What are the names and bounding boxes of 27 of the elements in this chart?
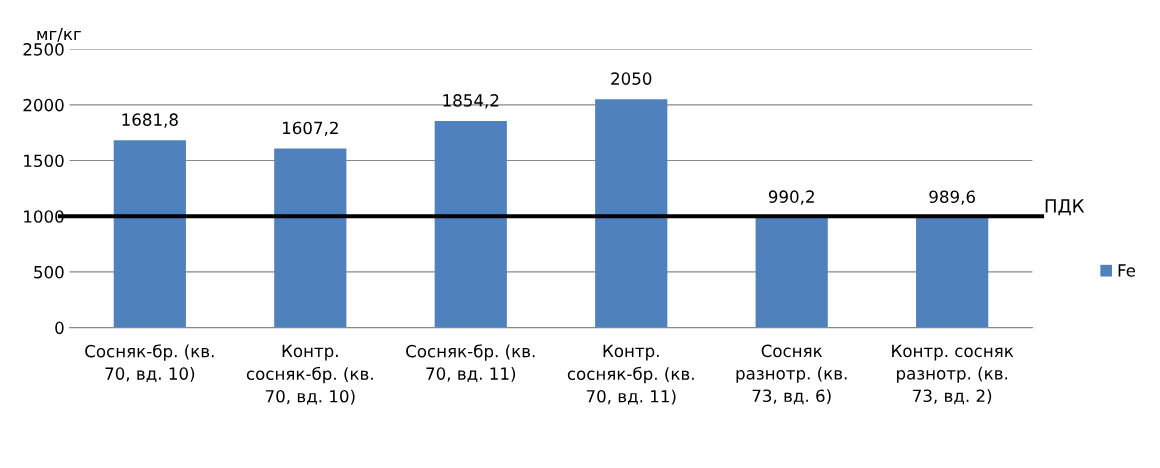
y-tick-label: 2000 [23,98,64,112]
text: 2050 [611,72,652,85]
x-tick-label: Контр. сосняк-бр. (кв. 70, вд. 10) [246,344,373,405]
bar [755,217,828,328]
x-tick-label: Контр. сосняк-бр. (кв. 70, вд. 11) [567,344,694,405]
y-tick-label: 1000 [24,210,64,223]
bar [113,140,186,328]
bar [434,121,507,328]
bar [274,148,347,328]
y-tick-label: 1500 [24,154,64,168]
y-tick-label: 0 [55,321,64,335]
text: 990,2 [768,190,814,205]
text: 989,6 [929,190,975,205]
text: 1681,8 [122,113,178,128]
bar [595,99,668,328]
y-axis-title: мг/кг [37,27,81,42]
text: 1607,2 [282,121,338,136]
y-tick-label: 2500 [23,43,64,56]
x-tick-label: Контр. сосняк разнотр. (кв. 73, вд. 2) [892,344,1014,405]
legend-label: Fe [1118,264,1136,277]
text: 1854,2 [443,94,499,109]
y-tick-label: 500 [34,265,64,279]
x-tick-label: Сосняк-бр. (кв. 70, вд. 10) [85,344,214,382]
bar [916,217,989,328]
x-tick-label: Сосняк-бр. (кв. 70, вд. 11) [406,344,535,382]
x-tick-label: Сосняк разнотр. (кв. 73, вд. 6) [736,344,847,405]
ref-line-label: ПДК [1045,199,1085,216]
